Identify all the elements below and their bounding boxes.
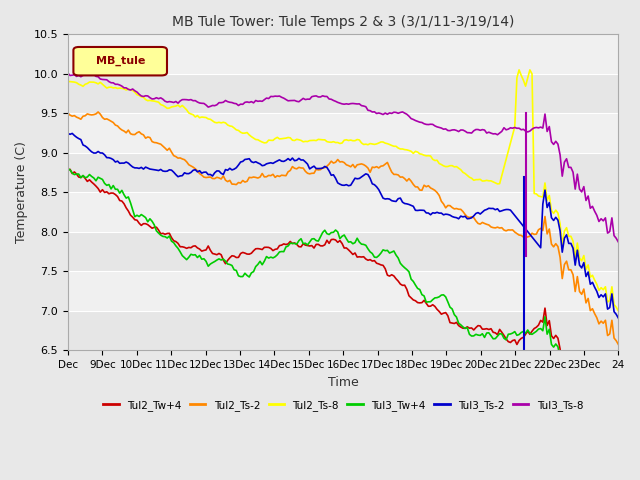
Tul3_Ts-8: [237, 101, 244, 107]
Tul2_Tw+4: [513, 342, 521, 348]
Tul3_Ts-8: [614, 239, 622, 245]
Tul3_Ts-2: [269, 160, 277, 166]
Tul3_Tw+4: [237, 274, 244, 279]
Tul2_Tw+4: [338, 240, 346, 246]
Tul2_Ts-8: [336, 141, 344, 146]
Tul3_Tw+4: [614, 442, 622, 448]
Bar: [68, 74, 618, 113]
Line: Tul3_Ts-2: Tul3_Ts-2: [68, 133, 618, 318]
Tul3_Ts-2: [513, 216, 521, 221]
Tul3_Tw+4: [511, 329, 518, 335]
Tul3_Ts-8: [267, 94, 275, 99]
Bar: [68, 311, 618, 350]
Tul3_Ts-8: [304, 96, 312, 102]
Tul3_Ts-2: [68, 131, 76, 136]
Tul2_Ts-2: [276, 174, 284, 180]
Line: Tul2_Ts-8: Tul2_Ts-8: [68, 70, 618, 311]
FancyBboxPatch shape: [74, 47, 167, 75]
Tul2_Tw+4: [306, 243, 314, 249]
Y-axis label: Temperature (C): Temperature (C): [15, 142, 28, 243]
Tul2_Ts-8: [614, 308, 622, 314]
Tul2_Ts-2: [269, 171, 277, 177]
Tul3_Tw+4: [336, 236, 344, 241]
Tul3_Ts-2: [338, 182, 346, 188]
Tul3_Ts-8: [511, 125, 518, 131]
Tul2_Tw+4: [64, 167, 72, 173]
Tul2_Ts-8: [511, 124, 518, 130]
Tul2_Ts-2: [614, 342, 622, 348]
Tul2_Tw+4: [66, 167, 74, 172]
Tul2_Ts-2: [306, 171, 314, 177]
Line: Tul2_Tw+4: Tul2_Tw+4: [68, 169, 618, 436]
Bar: [68, 232, 618, 272]
Title: MB Tule Tower: Tule Temps 2 & 3 (3/1/11-3/19/14): MB Tule Tower: Tule Temps 2 & 3 (3/1/11-…: [172, 15, 515, 29]
Tul3_Ts-8: [336, 100, 344, 106]
Tul3_Ts-2: [276, 157, 284, 163]
Tul2_Ts-2: [513, 231, 521, 237]
Tul2_Ts-8: [64, 79, 72, 84]
Tul2_Tw+4: [239, 250, 246, 255]
Tul3_Ts-2: [64, 131, 72, 136]
Tul3_Ts-8: [273, 94, 281, 99]
Tul2_Ts-8: [237, 129, 244, 135]
Line: Tul2_Ts-2: Tul2_Ts-2: [68, 112, 618, 345]
Line: Tul3_Ts-8: Tul3_Ts-8: [68, 73, 618, 242]
Line: Tul3_Tw+4: Tul3_Tw+4: [68, 169, 618, 445]
Tul2_Ts-8: [267, 137, 275, 143]
Text: MB_tule: MB_tule: [95, 56, 145, 66]
Bar: [68, 153, 618, 192]
Tul3_Tw+4: [267, 254, 275, 260]
Tul2_Ts-8: [304, 139, 312, 144]
Tul2_Tw+4: [269, 248, 277, 253]
Tul3_Tw+4: [273, 252, 281, 258]
Tul2_Tw+4: [614, 433, 622, 439]
Tul2_Ts-2: [338, 159, 346, 165]
Tul3_Tw+4: [304, 242, 312, 248]
Tul2_Tw+4: [276, 243, 284, 249]
Tul2_Ts-8: [515, 67, 523, 73]
Tul2_Ts-8: [273, 134, 281, 140]
X-axis label: Time: Time: [328, 376, 358, 389]
Tul3_Ts-2: [239, 158, 246, 164]
Legend: Tul2_Tw+4, Tul2_Ts-2, Tul2_Ts-8, Tul3_Tw+4, Tul3_Ts-2, Tul3_Ts-8: Tul2_Tw+4, Tul2_Ts-2, Tul2_Ts-8, Tul3_Tw…: [99, 396, 588, 415]
Tul3_Ts-8: [64, 70, 72, 76]
Tul3_Ts-2: [306, 166, 314, 172]
Tul3_Tw+4: [64, 166, 72, 172]
Tul2_Ts-2: [94, 109, 102, 115]
Tul3_Ts-2: [614, 315, 622, 321]
Tul2_Ts-2: [64, 110, 72, 116]
Tul2_Ts-2: [239, 178, 246, 183]
